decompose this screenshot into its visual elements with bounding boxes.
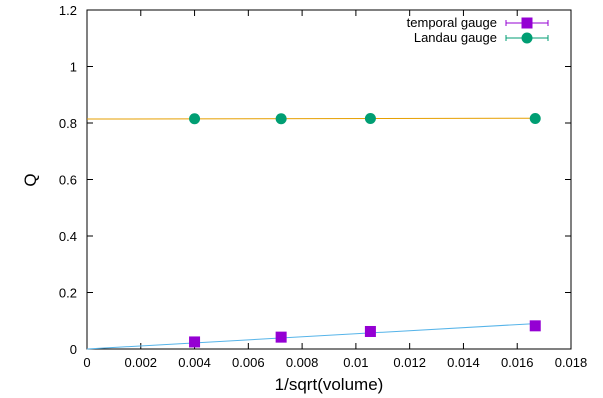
x-tick-label: 0.002 xyxy=(125,355,158,370)
x-tick-label: 0.006 xyxy=(232,355,265,370)
data-point xyxy=(275,331,287,343)
y-axis-title: Q xyxy=(21,173,40,186)
legend-marker xyxy=(521,32,533,44)
data-point xyxy=(364,325,376,337)
axis-ticks: 0 0.002 0.004 0.006 0.008 0.01 0.012 0.014 0.016… xyxy=(59,3,587,370)
x-tick-label: 0 xyxy=(83,355,90,370)
legend-label: Landau gauge xyxy=(414,30,497,45)
x-tick-label: 0.018 xyxy=(555,355,588,370)
y-tick-label: 0 xyxy=(70,342,77,357)
legend-marker xyxy=(521,17,533,29)
data-point xyxy=(189,113,201,125)
data-point xyxy=(529,112,541,124)
legend-label: temporal gauge xyxy=(407,15,497,30)
fit-line xyxy=(86,323,536,350)
fit-line xyxy=(86,117,536,120)
fit-lines xyxy=(86,117,536,350)
y-tick-label: 0.6 xyxy=(59,173,77,188)
x-tick-label: 0.012 xyxy=(393,355,426,370)
y-tick-label: 1.2 xyxy=(59,3,77,18)
x-axis-title: 1/sqrt(volume) xyxy=(275,375,384,394)
y-tick-label: 1 xyxy=(70,60,77,75)
data-point xyxy=(529,320,541,332)
x-tick-label: 0.004 xyxy=(178,355,211,370)
y-tick-label: 0.2 xyxy=(59,286,77,301)
x-tick-label: 0.016 xyxy=(501,355,534,370)
data-point xyxy=(364,112,376,124)
y-tick-label: 0.8 xyxy=(59,116,77,131)
data-point xyxy=(189,336,201,348)
x-tick-label: 0.014 xyxy=(447,355,480,370)
x-tick-label: 0.01 xyxy=(343,355,368,370)
data-points xyxy=(189,112,541,348)
plot-frame xyxy=(86,9,572,350)
y-tick-label: 0.4 xyxy=(59,229,77,244)
x-tick-label: 0.008 xyxy=(286,355,319,370)
data-point xyxy=(275,113,287,125)
